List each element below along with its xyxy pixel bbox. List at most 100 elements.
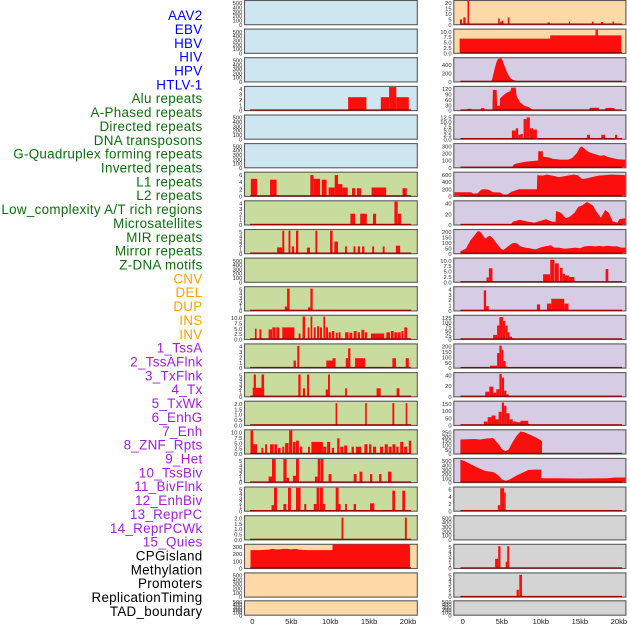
svg-text:5.0: 5.0 <box>444 270 452 276</box>
svg-text:13_ReprPC: 13_ReprPC <box>130 507 203 522</box>
svg-text:200: 200 <box>442 345 452 351</box>
svg-text:3: 3 <box>239 207 242 213</box>
svg-text:400: 400 <box>442 63 452 69</box>
svg-text:0: 0 <box>239 595 242 601</box>
svg-text:100: 100 <box>442 534 452 540</box>
svg-text:1: 1 <box>239 361 242 367</box>
svg-text:200: 200 <box>233 552 243 558</box>
svg-text:1: 1 <box>239 305 242 311</box>
svg-text:200: 200 <box>442 608 452 614</box>
svg-text:1: 1 <box>448 591 451 597</box>
svg-text:3: 3 <box>239 382 242 388</box>
svg-text:Promoters: Promoters <box>138 576 202 591</box>
svg-text:300: 300 <box>442 144 452 150</box>
svg-text:3: 3 <box>239 239 242 245</box>
svg-text:300: 300 <box>233 605 243 611</box>
svg-text:0: 0 <box>239 223 242 229</box>
svg-text:3: 3 <box>239 296 242 302</box>
svg-text:100: 100 <box>442 355 452 361</box>
svg-text:200: 200 <box>233 608 243 614</box>
svg-text:0: 0 <box>239 567 242 573</box>
svg-text:10.0: 10.0 <box>440 259 451 265</box>
svg-text:200: 200 <box>442 529 452 535</box>
svg-text:100: 100 <box>442 241 452 247</box>
svg-text:400: 400 <box>233 6 243 12</box>
svg-text:2.0: 2.0 <box>234 402 242 408</box>
svg-text:15_Quies: 15_Quies <box>143 535 203 550</box>
svg-text:100: 100 <box>233 47 243 53</box>
svg-text:40: 40 <box>445 202 451 208</box>
svg-text:100: 100 <box>233 19 243 25</box>
svg-text:Mirror repeats: Mirror repeats <box>115 244 203 259</box>
svg-text:2.0: 2.0 <box>234 516 242 522</box>
svg-text:200: 200 <box>233 157 243 163</box>
svg-text:400: 400 <box>442 603 452 609</box>
svg-text:1.0: 1.0 <box>234 413 242 419</box>
svg-text:200: 200 <box>233 272 243 278</box>
svg-text:Z-DNA motifs: Z-DNA motifs <box>119 258 202 273</box>
svg-text:1.0: 1.0 <box>234 527 242 533</box>
svg-text:HTLV-1: HTLV-1 <box>156 77 202 92</box>
svg-text:0: 0 <box>239 195 242 201</box>
svg-text:0: 0 <box>239 80 242 86</box>
svg-text:1: 1 <box>239 476 242 482</box>
svg-text:0.0: 0.0 <box>234 424 242 430</box>
svg-text:7.5: 7.5 <box>444 124 452 130</box>
svg-text:150: 150 <box>442 439 452 445</box>
svg-text:200: 200 <box>233 129 243 135</box>
svg-text:100: 100 <box>442 444 452 450</box>
svg-text:20kb: 20kb <box>400 617 416 626</box>
svg-text:2: 2 <box>239 501 242 507</box>
svg-text:1: 1 <box>239 505 242 511</box>
svg-text:300: 300 <box>442 605 452 611</box>
svg-text:HPV: HPV <box>174 64 202 79</box>
svg-text:4: 4 <box>239 235 243 241</box>
svg-text:0: 0 <box>239 280 242 286</box>
svg-text:5.0: 5.0 <box>444 129 452 135</box>
svg-text:Alu repeats: Alu repeats <box>131 91 202 106</box>
svg-text:DUP: DUP <box>173 299 202 314</box>
svg-text:50: 50 <box>445 361 451 367</box>
svg-text:4: 4 <box>448 287 452 293</box>
svg-text:5: 5 <box>239 287 242 293</box>
svg-text:50: 50 <box>445 246 451 252</box>
svg-text:10kb: 10kb <box>533 617 549 626</box>
svg-text:60: 60 <box>445 98 451 104</box>
svg-text:0: 0 <box>239 613 242 619</box>
svg-text:0.0: 0.0 <box>234 338 242 344</box>
svg-text:100: 100 <box>233 133 243 139</box>
svg-text:200: 200 <box>233 71 243 77</box>
svg-text:2: 2 <box>239 187 242 193</box>
svg-text:3: 3 <box>448 582 451 588</box>
svg-text:500: 500 <box>233 30 243 36</box>
svg-text:10_TssBiv: 10_TssBiv <box>139 465 203 480</box>
svg-text:L1 repeats: L1 repeats <box>136 174 202 189</box>
svg-text:200: 200 <box>442 435 452 441</box>
svg-text:90: 90 <box>445 93 451 99</box>
svg-text:125: 125 <box>442 316 452 322</box>
svg-text:2: 2 <box>239 355 242 361</box>
svg-text:4: 4 <box>239 345 243 351</box>
svg-text:150: 150 <box>442 236 452 242</box>
svg-text:500: 500 <box>442 459 452 465</box>
svg-text:6: 6 <box>448 488 451 494</box>
svg-text:0: 0 <box>448 567 451 573</box>
svg-text:200: 200 <box>442 187 452 193</box>
svg-text:2: 2 <box>448 298 451 304</box>
svg-text:5: 5 <box>239 230 242 236</box>
svg-text:Inverted repeats: Inverted repeats <box>101 161 203 176</box>
svg-text:500: 500 <box>233 259 243 265</box>
svg-text:50: 50 <box>445 329 451 335</box>
svg-text:5kb: 5kb <box>496 617 508 626</box>
svg-text:2.5: 2.5 <box>444 133 452 139</box>
svg-text:10.0: 10.0 <box>231 431 242 437</box>
svg-text:0: 0 <box>448 613 451 619</box>
svg-text:30: 30 <box>445 103 451 109</box>
svg-text:20: 20 <box>445 212 451 218</box>
svg-text:4: 4 <box>448 549 452 555</box>
svg-text:300: 300 <box>442 525 452 531</box>
svg-text:0: 0 <box>239 137 242 143</box>
svg-text:4: 4 <box>239 292 243 298</box>
svg-text:100: 100 <box>442 409 452 415</box>
svg-text:0: 0 <box>448 109 451 115</box>
